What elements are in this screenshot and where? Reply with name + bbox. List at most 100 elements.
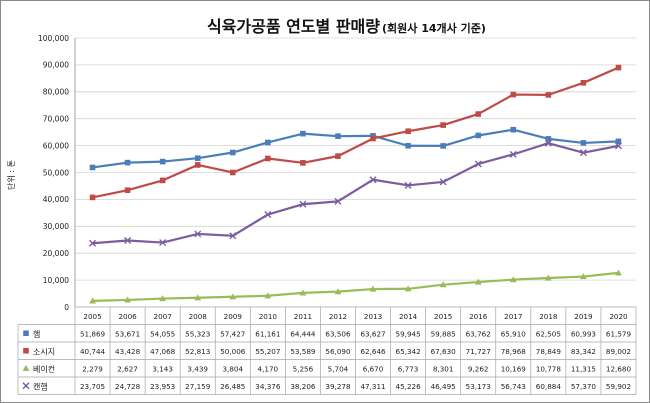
data-label: 61,161 xyxy=(255,329,280,338)
data-point xyxy=(89,164,96,171)
data-point xyxy=(300,160,306,166)
data-label: 57,427 xyxy=(220,329,245,338)
y-axis-label: 단위 : 톤 xyxy=(6,160,16,190)
y-tick-label: 20,000 xyxy=(43,249,69,258)
data-label: 5,256 xyxy=(293,364,314,373)
data-label: 47,311 xyxy=(360,382,385,391)
data-point xyxy=(229,149,236,156)
x-tick-label: 2020 xyxy=(609,312,628,321)
data-label: 46,495 xyxy=(431,382,456,391)
data-label: 62,505 xyxy=(536,329,561,338)
data-label: 53,671 xyxy=(115,329,140,338)
series-line xyxy=(92,66,619,199)
x-tick-label: 2008 xyxy=(189,312,208,321)
legend-key xyxy=(23,347,29,354)
data-label: 34,376 xyxy=(255,382,281,391)
data-label: 51,869 xyxy=(80,329,106,338)
data-label: 6,773 xyxy=(398,364,419,373)
data-label: 60,884 xyxy=(536,382,562,391)
data-label: 4,170 xyxy=(258,364,279,373)
data-point xyxy=(159,295,167,302)
data-label: 50,006 xyxy=(220,347,246,356)
y-tick-label: 60,000 xyxy=(43,141,69,150)
data-point xyxy=(299,289,307,296)
data-point xyxy=(440,122,446,128)
x-tick-label: 2007 xyxy=(154,312,172,321)
data-point xyxy=(405,142,411,149)
data-label: 26,485 xyxy=(220,382,245,391)
x-tick-label: 2017 xyxy=(504,312,522,321)
data-label: 55,207 xyxy=(255,347,280,356)
data-label: 71,727 xyxy=(466,347,491,356)
x-tick-label: 2009 xyxy=(224,312,243,321)
data-point xyxy=(580,140,587,146)
data-point xyxy=(545,136,552,142)
data-label: 10,778 xyxy=(536,364,562,373)
series-line xyxy=(92,128,619,169)
data-label: 23,705 xyxy=(80,382,105,391)
series-line xyxy=(92,271,619,302)
y-tick-label: 40,000 xyxy=(43,195,69,204)
data-label: 5,704 xyxy=(328,364,349,373)
data-point xyxy=(509,276,517,283)
data-point xyxy=(474,160,482,168)
data-point xyxy=(124,236,132,244)
data-label: 53,173 xyxy=(466,382,491,391)
data-point xyxy=(229,169,236,176)
data-point xyxy=(159,177,166,184)
data-point xyxy=(614,142,622,150)
data-label: 65,342 xyxy=(396,347,421,356)
data-point xyxy=(300,130,306,137)
data-label: 9,262 xyxy=(468,364,489,373)
data-point xyxy=(544,274,552,281)
data-label: 52,813 xyxy=(185,347,210,356)
data-point xyxy=(229,232,237,240)
data-label: 56,743 xyxy=(501,382,526,391)
data-label: 56,090 xyxy=(325,347,351,356)
data-point xyxy=(89,239,97,247)
data-label: 24,728 xyxy=(115,382,141,391)
data-point xyxy=(580,80,587,86)
data-label: 39,278 xyxy=(325,382,351,391)
data-point xyxy=(159,239,167,247)
data-point xyxy=(369,285,377,292)
data-label: 78,849 xyxy=(536,347,562,356)
plot-area xyxy=(89,64,622,304)
data-label: 64,444 xyxy=(290,329,316,338)
data-point xyxy=(615,64,622,71)
y-tick-label: 90,000 xyxy=(43,61,69,70)
data-label: 11,315 xyxy=(571,364,596,373)
data-label: 3,804 xyxy=(222,364,243,373)
y-tick-label: 10,000 xyxy=(43,276,69,285)
data-point xyxy=(124,296,131,303)
series-0 xyxy=(89,126,622,171)
data-label: 67,630 xyxy=(431,347,457,356)
data-point xyxy=(265,139,271,146)
data-point xyxy=(334,288,342,295)
data-point xyxy=(124,187,131,193)
data-point xyxy=(439,178,447,186)
data-point xyxy=(439,281,447,288)
data-label: 55,323 xyxy=(185,329,210,338)
series-name: 햄 xyxy=(33,329,40,339)
data-label: 45,226 xyxy=(396,382,422,391)
data-label: 40,744 xyxy=(80,347,106,356)
data-point xyxy=(544,139,552,147)
data-label: 6,670 xyxy=(363,364,384,373)
data-label: 59,945 xyxy=(396,329,421,338)
series-line xyxy=(92,142,619,245)
data-point xyxy=(404,285,412,292)
y-tick-label: 50,000 xyxy=(43,168,69,177)
x-tick-label: 2013 xyxy=(364,312,382,321)
x-tick-label: 2015 xyxy=(434,312,452,321)
data-label: 63,627 xyxy=(360,329,385,338)
data-point xyxy=(580,273,587,280)
series-1 xyxy=(89,64,622,201)
legend-key xyxy=(23,330,29,337)
data-label: 23,953 xyxy=(150,382,175,391)
data-point xyxy=(299,200,307,208)
data-point xyxy=(370,135,376,142)
data-point xyxy=(194,230,202,238)
data-point xyxy=(194,162,201,168)
data-label: 89,002 xyxy=(606,347,631,356)
